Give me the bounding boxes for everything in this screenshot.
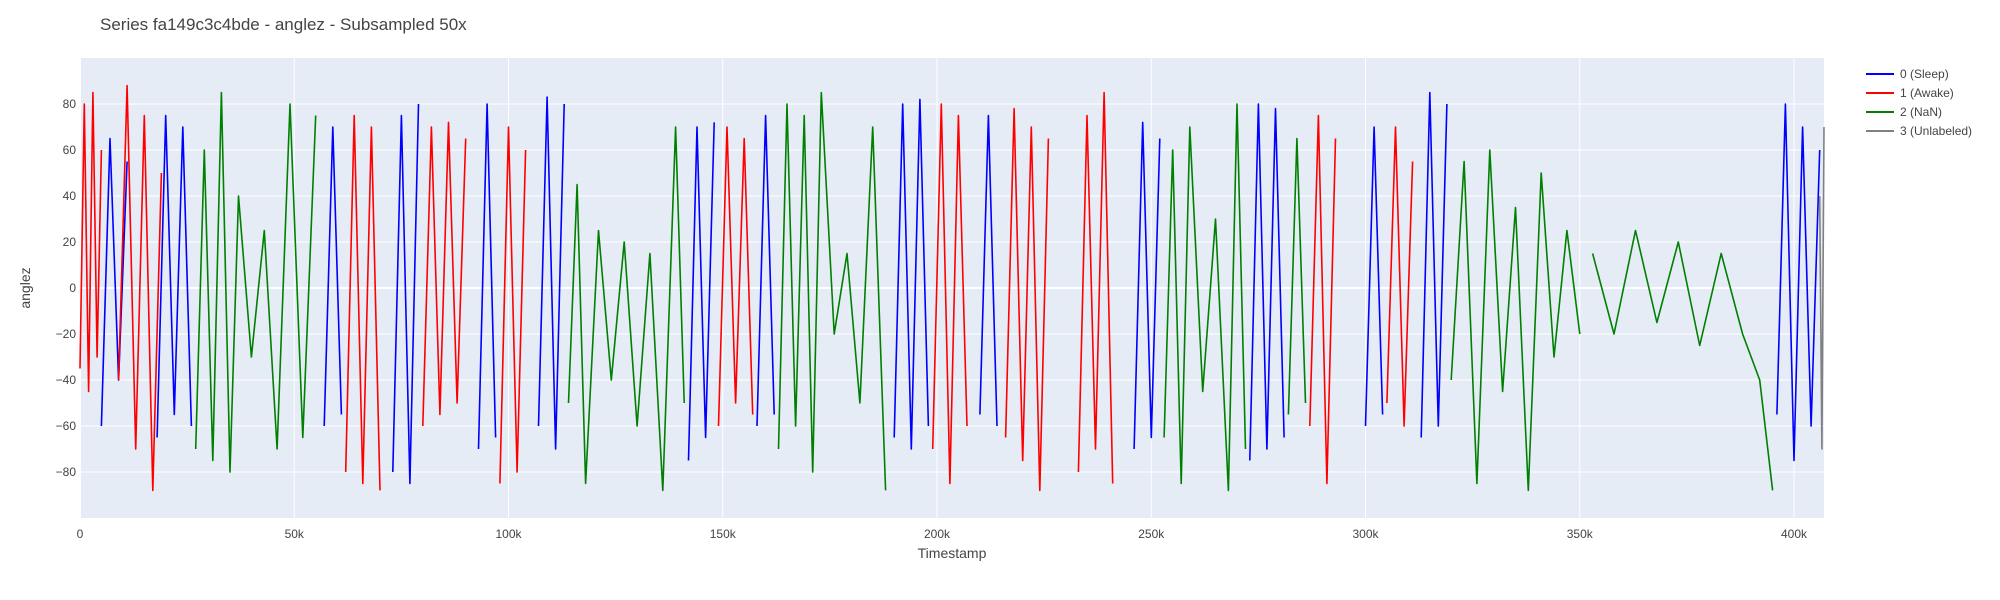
y-axis-ticks: −80 −60 −40 −20 0 20 40 60 80 bbox=[56, 97, 77, 479]
chart-title: Series fa149c3c4bde - anglez - Subsample… bbox=[100, 15, 467, 34]
y-tick-label: 60 bbox=[63, 143, 77, 157]
y-tick-label: 0 bbox=[69, 281, 76, 295]
series-line-1 bbox=[1077, 91, 1114, 484]
series-line-1 bbox=[1309, 114, 1337, 485]
x-axis-title: Timestamp bbox=[918, 545, 987, 561]
series-line-2 bbox=[194, 91, 317, 473]
legend-item: 3 (Unlabeled) bbox=[1900, 124, 1972, 138]
series-line-2 bbox=[1450, 149, 1581, 492]
series-line-0 bbox=[979, 114, 998, 427]
x-axis-ticks: 0 50k 100k 150k 200k 250k 300k 350k 400k bbox=[77, 527, 1808, 541]
x-tick-label: 400k bbox=[1781, 527, 1808, 541]
y-tick-label: −80 bbox=[56, 465, 77, 479]
series-line-0 bbox=[100, 137, 128, 427]
series-line-1 bbox=[1004, 107, 1050, 492]
x-tick-label: 0 bbox=[77, 527, 84, 541]
y-tick-label: 40 bbox=[63, 189, 77, 203]
legend-item: 2 (NaN) bbox=[1900, 105, 1942, 119]
legend: 0 (Sleep) 1 (Awake) 2 (NaN) 3 (Unlabeled) bbox=[1866, 67, 1972, 138]
y-tick-label: −20 bbox=[56, 327, 77, 341]
x-tick-label: 250k bbox=[1138, 527, 1165, 541]
x-tick-label: 300k bbox=[1352, 527, 1379, 541]
y-tick-label: 20 bbox=[63, 235, 77, 249]
y-tick-label: 80 bbox=[63, 97, 77, 111]
series-line-1 bbox=[79, 91, 103, 393]
plot-area bbox=[79, 84, 1825, 492]
series-line-1 bbox=[344, 114, 381, 491]
series-line-0 bbox=[1249, 103, 1285, 461]
series-line-2 bbox=[777, 91, 887, 491]
x-tick-label: 150k bbox=[710, 527, 737, 541]
series-line-0 bbox=[323, 126, 343, 427]
legend-item: 1 (Awake) bbox=[1900, 86, 1954, 100]
series-line-0 bbox=[156, 114, 193, 438]
series-line-1 bbox=[499, 126, 527, 484]
x-tick-label: 200k bbox=[924, 527, 951, 541]
series-line-0 bbox=[756, 114, 775, 427]
series-line-0 bbox=[1420, 91, 1448, 438]
series-line-0 bbox=[1133, 121, 1161, 450]
series-line-1 bbox=[1386, 126, 1414, 427]
series-line-0 bbox=[537, 96, 565, 450]
series-line-1 bbox=[117, 84, 163, 492]
x-tick-label: 350k bbox=[1567, 527, 1594, 541]
series-line-0 bbox=[687, 122, 715, 461]
series-line-1 bbox=[422, 121, 467, 427]
x-tick-label: 50k bbox=[285, 527, 305, 541]
series-line-2 bbox=[1287, 137, 1307, 415]
series-line-2 bbox=[567, 126, 685, 492]
series-line-0 bbox=[893, 98, 930, 450]
series-line-3 bbox=[1818, 126, 1825, 450]
series-line-1 bbox=[717, 126, 754, 427]
legend-item: 0 (Sleep) bbox=[1900, 67, 1949, 81]
series-line-0 bbox=[1364, 126, 1384, 427]
series-line-0 bbox=[477, 103, 497, 450]
series-line-0 bbox=[1776, 103, 1821, 462]
series-line-2 bbox=[1591, 229, 1774, 491]
y-tick-label: −60 bbox=[56, 419, 77, 433]
y-tick-label: −40 bbox=[56, 373, 77, 387]
x-tick-label: 100k bbox=[495, 527, 522, 541]
series-line-2 bbox=[1163, 103, 1247, 492]
series-line-0 bbox=[392, 103, 420, 485]
series-line-1 bbox=[931, 103, 968, 485]
y-axis-title: anglez bbox=[17, 267, 33, 308]
